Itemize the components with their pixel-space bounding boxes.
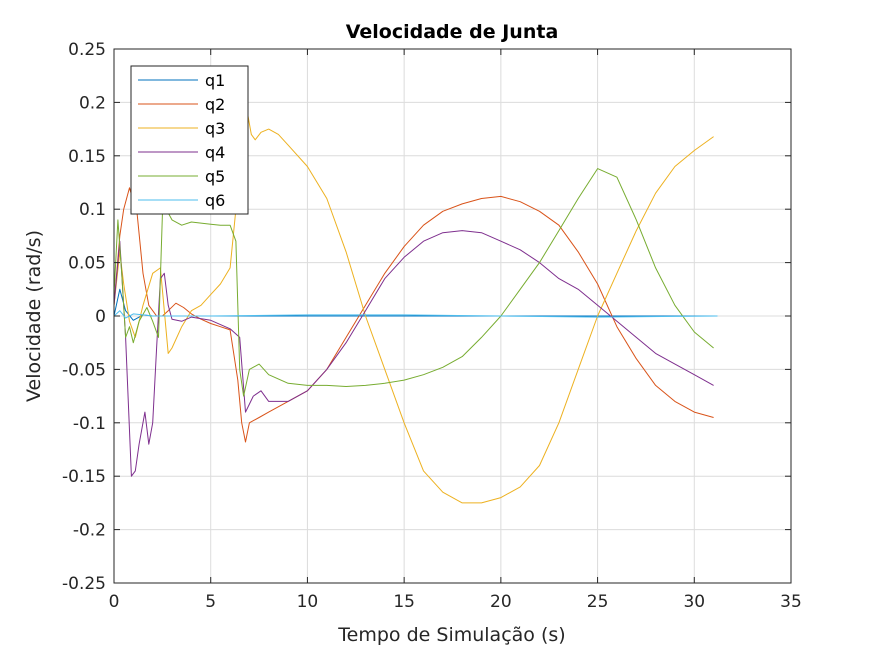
y-tick-label: -0.15	[62, 467, 106, 487]
legend: q1 q2 q3 q4 q5 q6	[130, 65, 249, 215]
y-tick-label: -0.05	[62, 360, 106, 380]
x-tick-label: 25	[587, 592, 609, 612]
series-line-q3	[113, 85, 714, 504]
y-tick-label: 0.1	[79, 200, 106, 220]
series-line-q6	[113, 310, 718, 319]
legend-box	[130, 65, 249, 215]
series-line-q5	[113, 168, 714, 397]
y-tick-label: 0.25	[68, 40, 106, 60]
legend-label-q4: q4	[205, 143, 225, 162]
x-tick-label: 10	[297, 592, 319, 612]
y-tick-label: -0.1	[73, 414, 106, 434]
legend-label-q6: q6	[205, 191, 225, 210]
y-axis-label: Velocidade (rad/s)	[23, 230, 45, 402]
x-tick-label: 30	[683, 592, 705, 612]
x-tick-label: 15	[393, 592, 415, 612]
x-tick-label: 20	[490, 592, 512, 612]
legend-label-q5: q5	[205, 167, 225, 186]
y-tick-label: 0.05	[68, 254, 106, 274]
axis-ticks	[113, 48, 792, 584]
legend-label-q2: q2	[205, 95, 225, 114]
chart-title: Velocidade de Junta	[346, 21, 559, 43]
x-tick-label: 0	[109, 592, 120, 612]
y-tick-label: 0.15	[68, 147, 106, 167]
y-tick-label: -0.2	[73, 521, 106, 541]
y-tick-label: -0.25	[62, 574, 106, 594]
y-tick-label: 0	[95, 307, 106, 327]
legend-label-q1: q1	[205, 71, 225, 90]
x-tick-labels: 0 5 10 15 20 25 30 35	[109, 592, 802, 612]
x-tick-label: 35	[780, 592, 802, 612]
x-axis-label: Tempo de Simulação (s)	[337, 624, 565, 646]
y-tick-label: 0.2	[79, 93, 106, 113]
y-tick-labels: 0.25 0.2 0.15 0.1 0.05 0 -0.05 -0.1 -0.15 -0.2 -0.…	[62, 40, 106, 594]
series-line-q4	[113, 230, 714, 477]
legend-label-q3: q3	[205, 119, 225, 138]
series-lines	[113, 85, 718, 504]
x-tick-label: 5	[205, 592, 216, 612]
